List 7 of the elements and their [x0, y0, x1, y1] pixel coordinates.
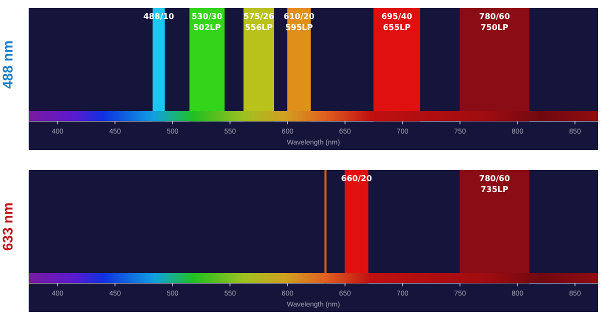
y-axis-title: 633 nm [0, 202, 16, 251]
series-label: 780/60 750LP [479, 12, 510, 32]
series-label: 780/60 735LP [479, 174, 510, 194]
series-label: 695/40 655LP [381, 12, 413, 32]
series-label: 575/26 556LP [243, 12, 275, 32]
series-label: 530/30 502LP [192, 12, 223, 32]
y-axis-title: 488 nm [0, 40, 16, 89]
